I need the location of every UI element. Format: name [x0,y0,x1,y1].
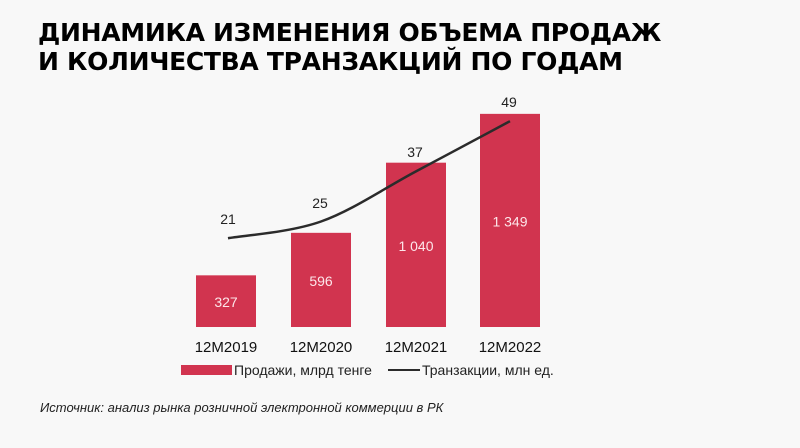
x-tick-label: 12M2020 [290,339,353,356]
bar-12M2019 [196,275,256,327]
bar-12M2021 [386,162,446,327]
x-tick-label: 12M2019 [195,339,258,356]
line-value-label: 49 [501,94,517,110]
legend-label-transactions: Транзакции, млн ед. [422,362,554,378]
legend-label-sales: Продажи, млрд тенге [234,362,372,378]
source-note: Источник: анализ рынка розничной электро… [40,400,444,415]
transactions-line [227,120,511,240]
line-value-label: 21 [220,211,236,227]
bar-value-label: 1 349 [492,213,527,229]
bar-12M2020 [291,232,351,327]
bar-12M2022 [480,113,540,327]
legend-swatch-sales [181,365,232,375]
line-value-label: 25 [312,195,328,211]
title-line-1: ДИНАМИКА ИЗМЕНЕНИЯ ОБЪЕМА ПРОДАЖ [38,18,662,47]
bar-value-label: 327 [214,294,238,310]
bar-value-label: 596 [309,273,333,289]
line-value-label: 37 [407,144,423,160]
bar-value-label: 1 040 [398,238,433,254]
x-tick-label: 12M2021 [385,339,448,356]
x-tick-label: 12M2022 [479,339,542,356]
chart-title: ДИНАМИКА ИЗМЕНЕНИЯ ОБЪЕМА ПРОДАЖ И КОЛИЧ… [38,18,661,76]
title-line-2: И КОЛИЧЕСТВА ТРАНЗАКЦИЙ ПО ГОДАМ [38,47,623,76]
